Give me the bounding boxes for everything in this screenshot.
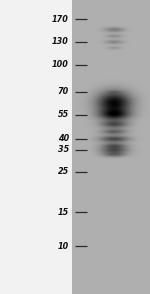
Text: 10: 10 [58, 242, 69, 251]
Text: 15: 15 [58, 208, 69, 217]
Text: 25: 25 [58, 168, 69, 176]
Text: 170: 170 [52, 15, 69, 24]
Bar [72, 0, 150, 294]
Bar [0, 0, 72, 294]
Text: 40: 40 [58, 134, 69, 143]
Text: 35: 35 [58, 146, 69, 154]
Text: 130: 130 [52, 37, 69, 46]
Text: 100: 100 [52, 60, 69, 69]
Text: 70: 70 [58, 87, 69, 96]
Text: 55: 55 [58, 110, 69, 119]
